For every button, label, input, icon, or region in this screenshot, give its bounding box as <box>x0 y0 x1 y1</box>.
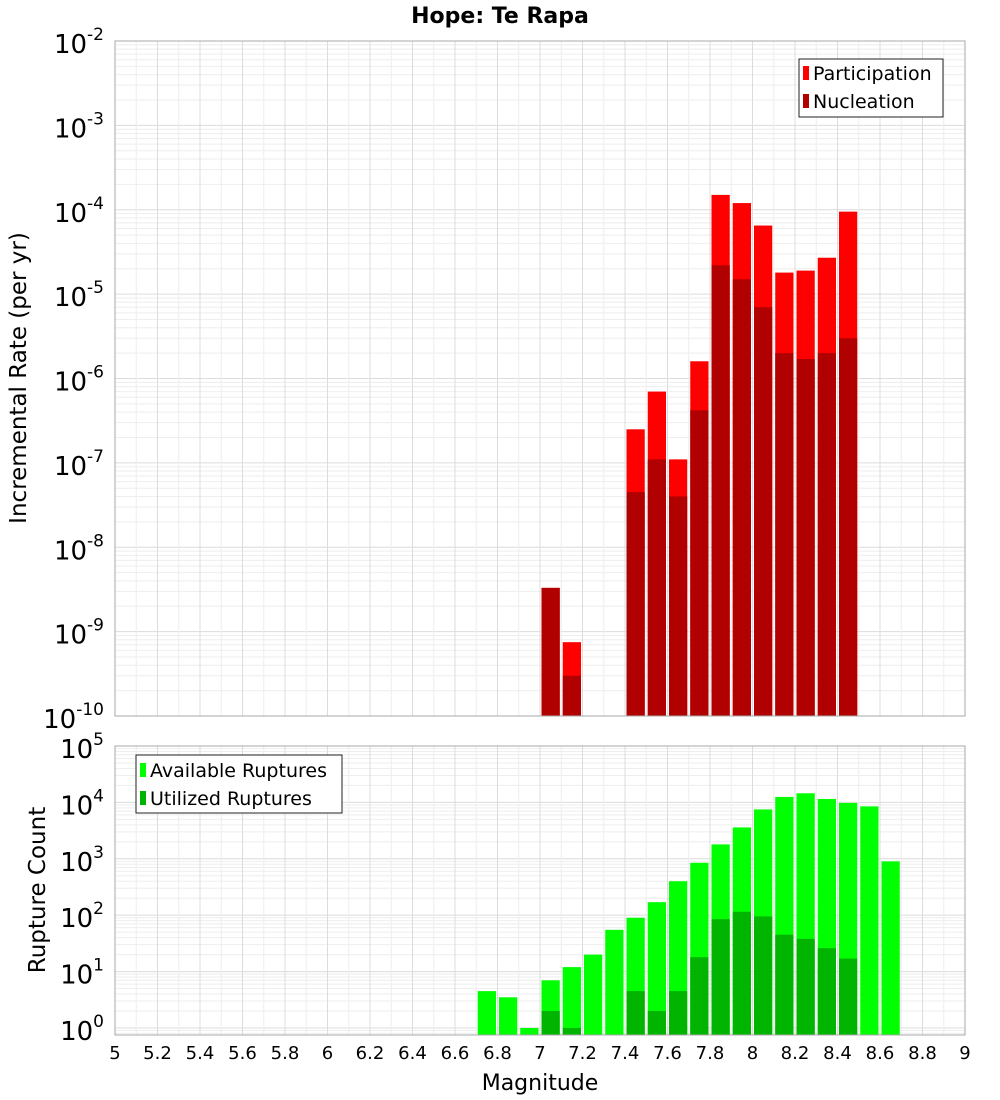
rate-plot-bars <box>541 194 858 716</box>
bar-utilized-ruptures <box>817 948 836 1035</box>
bar-nucleation <box>754 307 773 716</box>
bar-available-ruptures <box>881 861 900 1035</box>
count-plot-frame <box>114 745 966 1036</box>
bar-utilized-ruptures <box>562 1027 581 1035</box>
rate-plot: 10-10 10-9 10-8 10-7 10-6 10-5 10-4 10-3 10-2 In… <box>6 25 966 735</box>
bar-utilized-ruptures <box>669 991 688 1035</box>
legend-box <box>135 754 343 814</box>
bar-nucleation <box>626 492 645 716</box>
y-tick-label: 102 <box>60 899 104 934</box>
x-tick-label: 6 <box>322 1043 333 1064</box>
bar-nucleation <box>647 459 666 716</box>
count-plot: 100 101 102 103 104 105 5 5.2 5.4 5.6 5.8 6 6.2 6.4 6… <box>25 730 971 1096</box>
bar-available-ruptures <box>520 1027 539 1035</box>
bar-nucleation <box>541 587 560 716</box>
bar-nucleation <box>796 359 815 716</box>
bar-nucleation <box>732 279 751 716</box>
rate-plot-y-ticks: 10-10 10-9 10-8 10-7 10-6 10-5 10-4 10-3 10-2 <box>43 25 104 735</box>
count-plot-bars <box>477 793 900 1035</box>
x-tick-label: 7.4 <box>611 1043 640 1064</box>
x-tick-label: 6.2 <box>356 1043 385 1064</box>
legend-swatch-available-ruptures <box>140 763 146 777</box>
bar-utilized-ruptures <box>690 957 709 1035</box>
x-tick-label: 8 <box>747 1043 758 1064</box>
y-tick-label: 103 <box>60 843 104 878</box>
legend-swatch-nucleation <box>803 94 809 108</box>
x-tick-label: 8.8 <box>908 1043 937 1064</box>
x-tick-label: 7.2 <box>568 1043 597 1064</box>
y-tick-label: 101 <box>60 956 104 991</box>
bar-nucleation <box>711 265 730 716</box>
bar-nucleation <box>669 496 688 716</box>
legend-label-utilized-ruptures: Utilized Ruptures <box>150 788 312 810</box>
rate-plot-y-axis-label: Incremental Rate (per yr) <box>6 232 32 524</box>
bar-utilized-ruptures <box>775 934 794 1035</box>
y-tick-label: 10-4 <box>54 194 104 229</box>
y-tick-label: 10-7 <box>54 447 104 482</box>
bar-utilized-ruptures <box>626 991 645 1035</box>
legend-label-nucleation: Nucleation <box>813 91 915 113</box>
legend-swatch-participation <box>803 66 809 80</box>
bar-nucleation <box>690 410 709 716</box>
y-tick-label: 10-2 <box>54 25 104 60</box>
bar-nucleation <box>775 353 794 716</box>
bar-available-ruptures <box>605 929 624 1035</box>
bar-available-ruptures <box>499 997 518 1035</box>
rate-plot-frame <box>114 40 966 717</box>
x-tick-label: 5.4 <box>186 1043 215 1064</box>
rate-plot-grid <box>114 40 966 717</box>
x-tick-label: 9 <box>959 1043 970 1064</box>
x-tick-label: 5.8 <box>271 1043 300 1064</box>
x-tick-label: 5.6 <box>228 1043 257 1064</box>
bar-utilized-ruptures <box>541 1010 560 1035</box>
bar-available-ruptures <box>584 954 603 1035</box>
bar-utilized-ruptures <box>839 958 858 1035</box>
legend-label-participation: Participation <box>813 63 932 85</box>
bar-available-ruptures <box>647 902 666 1035</box>
x-tick-label: 7.8 <box>696 1043 725 1064</box>
x-tick-label: 6.4 <box>398 1043 427 1064</box>
y-tick-label: 105 <box>60 730 104 765</box>
rate-plot-legend: Participation Nucleation <box>798 58 944 118</box>
x-tick-label: 6.8 <box>483 1043 512 1064</box>
bar-utilized-ruptures <box>711 919 730 1035</box>
x-tick-label: 5.2 <box>143 1043 172 1064</box>
x-tick-label: 5 <box>109 1043 120 1064</box>
bar-utilized-ruptures <box>732 911 751 1035</box>
bar-nucleation <box>839 338 858 716</box>
bar-nucleation <box>562 675 581 716</box>
bar-available-ruptures <box>860 806 879 1035</box>
y-tick-label: 10-3 <box>54 109 104 144</box>
count-plot-x-axis-label: Magnitude <box>482 1071 599 1096</box>
chart-title: Hope: Te Rapa <box>411 4 589 29</box>
bar-available-ruptures <box>562 967 581 1035</box>
legend-label-available-ruptures: Available Ruptures <box>150 760 327 782</box>
bar-nucleation <box>817 353 836 716</box>
y-tick-label: 10-10 <box>43 700 104 735</box>
y-tick-label: 100 <box>60 1012 104 1047</box>
y-tick-label: 10-6 <box>54 363 104 398</box>
bar-utilized-ruptures <box>647 1010 666 1035</box>
x-tick-label: 7 <box>534 1043 545 1064</box>
y-tick-label: 104 <box>60 786 104 821</box>
x-tick-label: 8.4 <box>823 1043 852 1064</box>
y-tick-label: 10-5 <box>54 278 104 313</box>
count-plot-x-ticks: 5 5.2 5.4 5.6 5.8 6 6.2 6.4 6.6 6.8 7 7.2 7.4 7.6 7.8 8… <box>109 1043 970 1064</box>
y-tick-label: 10-9 <box>54 616 104 651</box>
bar-available-ruptures <box>477 991 496 1035</box>
count-plot-y-axis-label: Rupture Count <box>25 807 51 973</box>
x-tick-label: 7.6 <box>653 1043 682 1064</box>
y-tick-label: 10-8 <box>54 531 104 566</box>
count-plot-y-ticks: 100 101 102 103 104 105 <box>60 730 104 1047</box>
legend-swatch-utilized-ruptures <box>140 791 146 805</box>
legend-box <box>798 58 944 118</box>
x-tick-label: 6.6 <box>441 1043 470 1064</box>
bar-utilized-ruptures <box>754 916 773 1035</box>
x-tick-label: 8.2 <box>781 1043 810 1064</box>
x-tick-label: 8.6 <box>866 1043 895 1064</box>
count-plot-legend: Available Ruptures Utilized Ruptures <box>135 754 343 814</box>
bar-utilized-ruptures <box>796 938 815 1035</box>
